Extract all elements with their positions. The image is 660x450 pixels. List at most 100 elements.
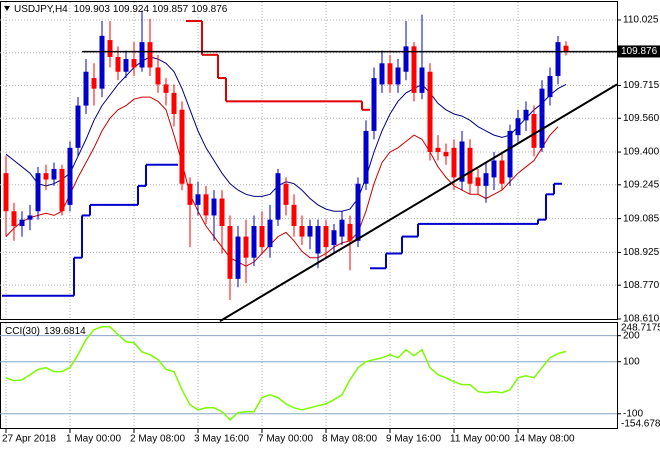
candle-body — [363, 130, 369, 184]
cci-current: 139.6814 — [44, 326, 86, 337]
candle-body — [379, 63, 385, 85]
candle-body — [403, 46, 409, 72]
candle-body — [243, 236, 249, 258]
candle-body — [11, 211, 17, 227]
candle-body — [211, 198, 217, 216]
y-tick-label: 109.085 — [623, 213, 660, 224]
candle-body — [275, 173, 281, 220]
candle-body — [219, 198, 225, 227]
x-tick-label: 3 May 16:00 — [194, 434, 249, 445]
candle-body — [555, 42, 561, 76]
candle-body — [411, 46, 417, 93]
candle-body — [483, 173, 489, 186]
y-tick-label: 108.925 — [623, 247, 660, 258]
candle-body — [195, 194, 201, 205]
y-tick-label: 200 — [623, 330, 640, 341]
candle-body — [235, 236, 241, 279]
candle-body — [371, 78, 377, 131]
candle-body — [467, 147, 473, 184]
y-tick-label: 108.610 — [623, 314, 660, 325]
candle-body — [323, 226, 329, 248]
candle-body — [435, 147, 441, 153]
candle-body — [115, 56, 121, 72]
cci-name: CCI(30) — [5, 326, 40, 337]
candle-body — [107, 40, 113, 57]
candle-body — [491, 160, 497, 178]
indicator-line — [5, 96, 559, 267]
candle-body — [443, 152, 449, 157]
trend-line — [219, 83, 618, 322]
y-tick-label: 110.025 — [623, 15, 659, 26]
candle-body — [515, 118, 521, 136]
candle-body — [355, 183, 361, 241]
candle-body — [347, 223, 353, 241]
candle-body — [475, 177, 481, 186]
candle-body — [35, 173, 41, 212]
y-tick-label: 109.715 — [623, 80, 660, 91]
candle-body — [547, 75, 553, 98]
candle-body — [187, 183, 193, 205]
candle-body — [451, 147, 457, 178]
x-tick-label: 14 May 08:00 — [514, 434, 575, 445]
x-tick-label: 27 Apr 2018 — [2, 434, 56, 445]
candle-body — [499, 160, 505, 184]
y-tick-label: 109.245 — [623, 179, 660, 190]
candle-body — [339, 219, 345, 237]
cci-line — [5, 326, 567, 421]
candle-body — [83, 71, 89, 106]
candle-body — [59, 168, 65, 212]
y-tick-label: 100 — [623, 356, 640, 367]
candle-body — [267, 219, 273, 248]
menu-arrow — [4, 6, 10, 11]
price-label-box — [617, 45, 660, 58]
candle-body — [171, 92, 177, 115]
candle-body — [99, 35, 105, 89]
high-value: 109.924 — [113, 4, 150, 15]
cci-title: CCI(30) 139.6814 — [5, 326, 86, 337]
candle-body — [331, 230, 337, 246]
candle-body — [67, 147, 73, 205]
cci-frame — [0, 322, 618, 429]
x-tick-label: 7 May 00:00 — [258, 434, 313, 445]
candle-body — [91, 78, 97, 89]
candle-body — [259, 226, 265, 248]
candle-body — [203, 194, 209, 216]
candle-body — [227, 226, 233, 279]
candle-body — [291, 204, 297, 227]
candle-body — [459, 141, 465, 182]
candle-body — [531, 114, 537, 148]
candle-body — [523, 109, 529, 121]
candle-body — [251, 226, 257, 258]
candle-body — [147, 42, 153, 68]
candle-body — [75, 105, 81, 148]
main-frame — [0, 1, 618, 320]
candle-body — [563, 45, 569, 52]
y-tick-label: 109.400 — [623, 147, 660, 158]
candle-body — [395, 67, 401, 85]
candle-body — [155, 67, 161, 85]
candle-body — [43, 173, 49, 180]
chart-title: USDJPY,H4 109.903 109.924 109.857 109.876 — [14, 4, 228, 15]
x-tick-label: 2 May 08:00 — [130, 434, 185, 445]
candle-body — [19, 219, 25, 227]
open-value: 109.903 — [74, 4, 111, 15]
candle-body — [299, 226, 305, 237]
candle-body — [507, 130, 513, 178]
candle-body — [283, 183, 289, 205]
candle-body — [27, 215, 33, 220]
y-tick-label: 109.560 — [623, 113, 660, 124]
y-min-label: -154.6782 — [621, 419, 660, 430]
candle-body — [123, 59, 129, 72]
candle-body — [315, 226, 321, 254]
low-value: 109.857 — [152, 4, 189, 15]
candle-body — [387, 63, 393, 85]
candle-body — [179, 109, 185, 184]
x-tick-label: 1 May 00:00 — [66, 434, 121, 445]
candle-body — [307, 226, 313, 237]
x-tick-label: 8 May 08:00 — [322, 434, 377, 445]
y-max-label: 248.7175 — [621, 323, 660, 334]
candle-body — [427, 71, 433, 153]
